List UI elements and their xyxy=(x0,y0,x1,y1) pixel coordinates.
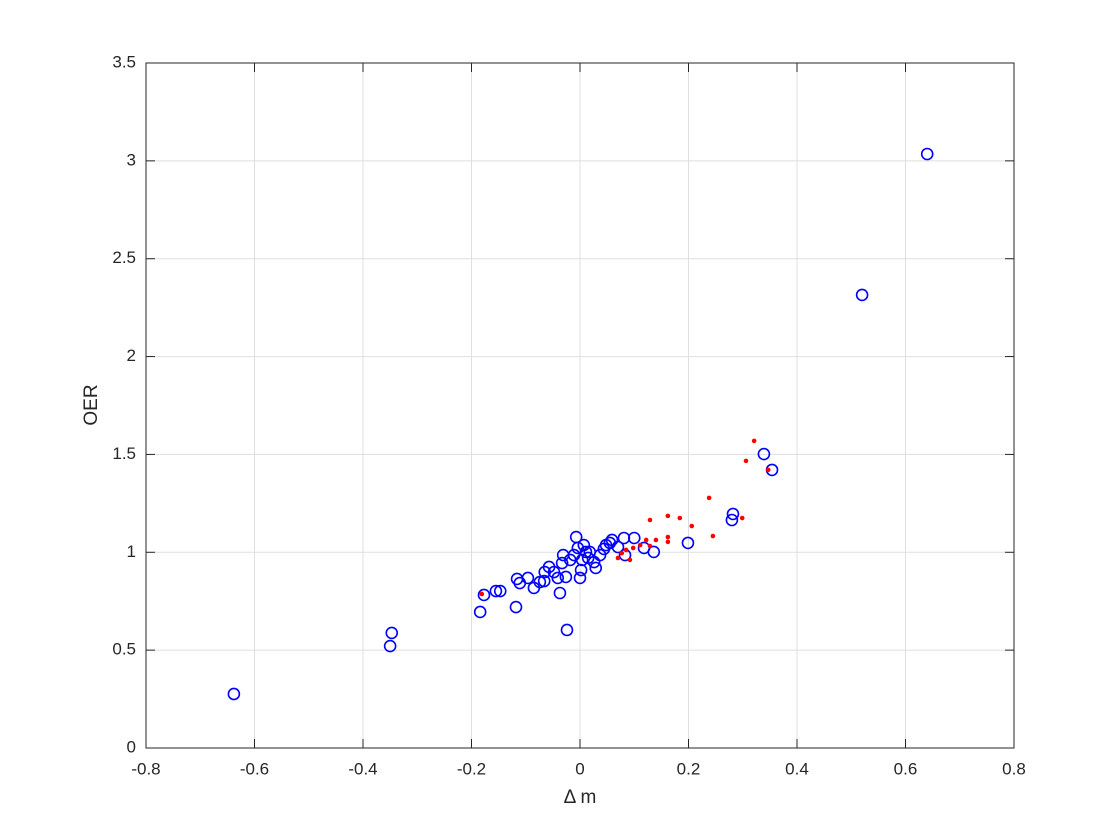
point xyxy=(689,523,695,529)
point xyxy=(665,513,671,519)
x-tick-label: 0 xyxy=(575,759,584,778)
point xyxy=(725,513,739,527)
y-tick-label: 2 xyxy=(127,346,136,365)
point xyxy=(509,600,523,614)
point xyxy=(630,545,636,551)
point xyxy=(710,533,716,539)
point xyxy=(615,555,621,561)
x-tick-label: 0.4 xyxy=(785,759,809,778)
y-tick-label: 1 xyxy=(127,542,136,561)
x-tick-label: -0.6 xyxy=(240,759,269,778)
point xyxy=(579,545,593,559)
y-tick-label: 2.5 xyxy=(112,248,136,267)
point xyxy=(751,438,757,444)
x-tick-label: 0.2 xyxy=(677,759,701,778)
point xyxy=(551,571,565,585)
point xyxy=(681,536,695,550)
point xyxy=(473,605,487,619)
point xyxy=(493,584,507,598)
point xyxy=(537,574,551,588)
point xyxy=(555,556,569,570)
point xyxy=(589,561,603,575)
point xyxy=(627,557,633,563)
y-tick-label: 0 xyxy=(127,737,136,756)
x-tick-label: -0.8 xyxy=(131,759,160,778)
point xyxy=(593,548,607,562)
point xyxy=(706,495,712,501)
x-tick-label: -0.4 xyxy=(348,759,377,778)
point xyxy=(726,507,740,521)
point xyxy=(765,467,771,473)
point xyxy=(575,553,589,567)
point xyxy=(385,626,399,640)
y-axis-label: OER xyxy=(81,384,102,425)
point xyxy=(619,550,625,556)
point xyxy=(665,539,671,545)
point xyxy=(627,531,641,545)
y-tick-label: 0.5 xyxy=(112,640,136,659)
point xyxy=(743,458,749,464)
x-axis-label: Δ m xyxy=(564,787,597,808)
point xyxy=(757,447,771,461)
point xyxy=(677,515,683,521)
y-tick-label: 3 xyxy=(127,150,136,169)
point xyxy=(521,571,535,585)
x-tick-label: -0.2 xyxy=(457,759,486,778)
point xyxy=(383,639,397,653)
point xyxy=(573,571,587,585)
point xyxy=(559,570,573,584)
point xyxy=(553,586,567,600)
plot-frame xyxy=(145,62,1015,749)
x-tick-label: 0.6 xyxy=(894,759,918,778)
point xyxy=(665,534,671,540)
point xyxy=(611,540,625,554)
point xyxy=(647,545,661,559)
point xyxy=(637,542,643,548)
point xyxy=(920,147,934,161)
point xyxy=(739,515,745,521)
point xyxy=(647,517,653,523)
point xyxy=(489,584,503,598)
point xyxy=(227,687,241,701)
x-tick-label: 0.8 xyxy=(1002,759,1026,778)
point xyxy=(647,543,653,549)
y-tick-label: 3.5 xyxy=(112,52,136,71)
point xyxy=(477,588,491,602)
y-tick-label: 1.5 xyxy=(112,444,136,463)
point xyxy=(643,537,649,543)
point xyxy=(623,547,629,553)
point xyxy=(479,591,485,597)
point xyxy=(653,537,659,543)
point xyxy=(560,623,574,637)
point xyxy=(855,288,869,302)
